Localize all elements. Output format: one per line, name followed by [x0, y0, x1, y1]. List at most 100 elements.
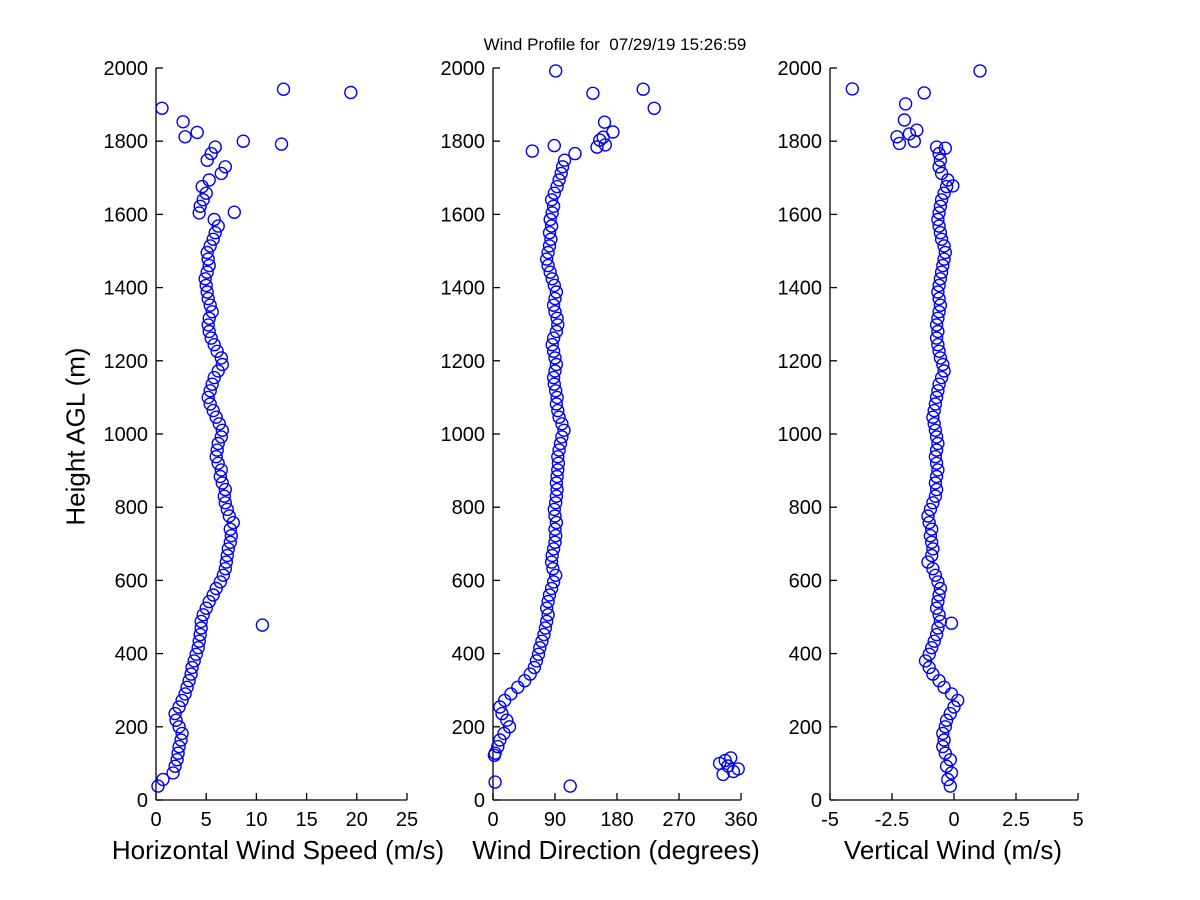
data-point-marker [207, 370, 221, 385]
data-point-marker [590, 140, 604, 154]
scatter-points [845, 64, 987, 793]
data-point-marker [201, 252, 215, 266]
data-point-marker [549, 357, 564, 372]
data-point-marker [175, 726, 189, 741]
data-point-marker [933, 298, 948, 312]
data-point-marker [552, 410, 566, 424]
data-point-marker [274, 137, 289, 151]
data-point-marker [182, 674, 196, 688]
data-point-marker [201, 318, 215, 332]
data-point-marker [928, 489, 943, 503]
data-point-marker [922, 515, 936, 530]
data-point-marker [194, 621, 208, 635]
data-point-marker [201, 390, 215, 405]
data-point-marker [929, 390, 944, 405]
data-point-marker [542, 239, 557, 253]
data-point-marker [544, 193, 559, 207]
data-point-marker [180, 680, 194, 694]
data-point-marker [542, 225, 557, 240]
data-point-marker [200, 245, 214, 260]
data-point-marker [939, 179, 954, 194]
data-point-marker [550, 469, 564, 484]
data-point-marker [155, 101, 169, 116]
data-point-marker [502, 720, 517, 734]
data-point-marker [932, 608, 946, 622]
data-point-marker [221, 542, 236, 556]
data-point-marker [208, 225, 222, 240]
data-point-marker [933, 153, 948, 167]
data-point-marker [557, 423, 571, 437]
data-point-marker [932, 305, 946, 319]
data-point-marker [929, 443, 944, 457]
data-point-marker [199, 601, 213, 615]
data-point-marker [932, 278, 946, 293]
data-point-marker [925, 548, 939, 563]
data-point-marker [551, 403, 565, 418]
data-point-marker [219, 555, 234, 569]
y-tick-label: 600 [452, 570, 485, 592]
data-point-marker [533, 641, 547, 655]
data-point-marker [541, 594, 555, 609]
data-point-marker [169, 713, 183, 727]
data-point-marker [929, 469, 944, 484]
data-point-marker [929, 482, 944, 497]
data-point-marker [540, 614, 554, 629]
data-point-marker [929, 456, 944, 470]
x-axis-label-wind-direction: Wind Direction (degrees) [472, 835, 760, 865]
data-point-marker [218, 482, 233, 497]
data-point-marker [540, 252, 554, 266]
data-point-marker [546, 370, 561, 385]
y-tick-label: 800 [452, 497, 485, 519]
data-point-marker [937, 252, 951, 266]
data-point-marker [201, 291, 215, 306]
data-point-marker [170, 753, 184, 767]
data-point-marker [172, 739, 186, 754]
data-point-marker [898, 97, 913, 111]
data-point-marker [223, 535, 238, 549]
data-point-marker [946, 179, 960, 193]
data-point-marker [947, 700, 961, 714]
data-point-marker [548, 535, 562, 549]
data-point-marker [936, 726, 950, 741]
x-tick-label: 2.5 [1002, 809, 1030, 831]
data-point-marker [223, 522, 238, 536]
data-point-marker [936, 739, 950, 754]
data-point-marker [929, 601, 944, 615]
data-point-marker [926, 667, 940, 681]
data-point-marker [531, 647, 546, 661]
x-tick-label: 15 [295, 809, 317, 831]
data-point-marker [548, 509, 562, 523]
data-point-marker [933, 199, 948, 214]
data-point-marker [209, 410, 223, 424]
data-point-marker [937, 186, 951, 200]
data-point-marker [527, 660, 541, 675]
data-point-marker [932, 206, 946, 220]
data-point-marker [215, 476, 230, 490]
subplot-2: 0 200 400 600 800 1000 1200 1400 1600 1800 2000 -5 -… [778, 58, 1084, 831]
data-point-marker [488, 746, 502, 760]
data-point-marker [724, 751, 738, 765]
data-point-marker [938, 720, 952, 734]
data-point-marker [845, 82, 859, 96]
data-point-marker [928, 568, 943, 582]
data-point-marker [547, 186, 561, 200]
data-point-marker [938, 245, 952, 260]
data-point-marker [929, 318, 944, 332]
data-point-marker [156, 772, 170, 787]
data-point-marker [548, 305, 562, 319]
data-point-marker [208, 140, 222, 154]
data-point-marker [545, 272, 559, 286]
x-tick-label: 270 [662, 809, 695, 831]
data-point-marker [731, 762, 745, 776]
data-point-marker [541, 258, 555, 273]
data-point-marker [555, 160, 570, 174]
data-point-marker [493, 733, 507, 747]
data-point-marker [921, 509, 935, 523]
data-point-marker [928, 397, 943, 411]
data-point-marker [172, 720, 186, 734]
y-tick-label: 400 [452, 644, 485, 666]
y-tick-label: 1800 [441, 131, 486, 153]
data-point-marker [196, 608, 210, 622]
data-point-marker [206, 588, 220, 602]
